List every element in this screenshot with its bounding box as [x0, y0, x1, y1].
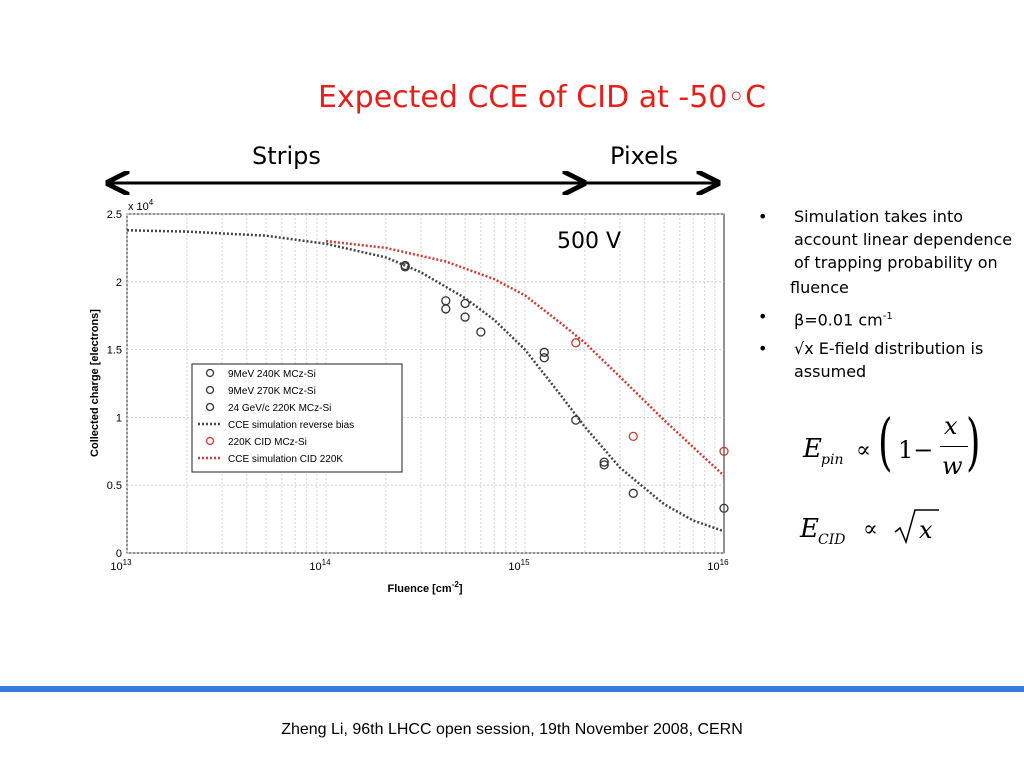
data-point [628, 488, 638, 498]
data-point [599, 460, 609, 470]
legend-marker [205, 368, 215, 378]
data-point [719, 446, 729, 456]
y-tick-label: 1 [116, 412, 122, 424]
bullet-list: • Simulation takes into account linear de… [750, 205, 1020, 389]
pixels-label: Pixels [610, 142, 679, 170]
footer-divider [0, 686, 1024, 692]
bullet-efield: • √x E-field distribution is assumed [758, 339, 984, 382]
legend-entry: 220K CID MCz-Si [228, 437, 307, 448]
series-curve [325, 239, 725, 477]
legend-entry: CCE simulation reverse bias [228, 420, 354, 431]
data-points [400, 260, 729, 513]
legend-marker [205, 385, 215, 395]
bullet-beta: • β=0.01 cm-1 [758, 307, 893, 330]
data-point [571, 415, 581, 425]
data-point [599, 457, 609, 467]
y-axis-label: Collected charge [electrons] [89, 309, 101, 457]
data-point [539, 347, 549, 357]
legend-marker [205, 402, 215, 412]
data-point [476, 327, 486, 337]
legend-box [191, 363, 403, 473]
data-point [628, 431, 638, 442]
y-tick-label: 2 [116, 277, 122, 289]
x-tick-label: 1016 [707, 558, 729, 573]
y-tick-label: 1.5 [107, 345, 122, 357]
legend-entry: 9MeV 270K MCz-Si [228, 386, 316, 397]
tick-labels: 0 0.5 1 1.5 2 2.5 1013 1014 1015 1016 [107, 209, 729, 573]
x-axis-label: Fluence [cm-2] [388, 580, 463, 595]
bullet-simulation: • Simulation takes into account linear de… [758, 207, 1013, 272]
data-point [441, 296, 451, 306]
x-tick-label: 1013 [110, 558, 132, 573]
slide-title: Expected CCE of CID at -50◦C [317, 80, 767, 115]
data-point [719, 503, 729, 513]
sqrt-symbol [894, 509, 939, 545]
legend-entry: 9MeV 240K MCz-Si [228, 369, 316, 380]
curves [126, 229, 725, 533]
x-tick-label: 1015 [508, 558, 530, 573]
bullet-simulation-cont: fluence [790, 278, 849, 297]
footer-citation: Zheng Li, 96th LHCC open session, 19th N… [281, 721, 743, 738]
plot-area: 0 0.5 1 1.5 2 2.5 1013 1014 1015 1016 [107, 209, 729, 573]
x-tick-label: 1014 [309, 558, 331, 573]
data-point [400, 260, 410, 271]
annotation-500v: 500 V [557, 229, 621, 254]
legend-marker [205, 436, 215, 446]
strips-label: Strips [252, 142, 321, 170]
data-point [571, 338, 581, 348]
y-multiplier: x 104 [128, 198, 154, 213]
legend-entry: CCE simulation CID 220K [228, 454, 343, 465]
y-tick-label: 0 [116, 548, 122, 560]
legend: 9MeV 240K MCz-Si 9MeV 270K MCz-Si 24 GeV/c… [191, 363, 403, 473]
data-point [539, 353, 549, 363]
data-point [460, 312, 470, 322]
y-tick-label: 0.5 [107, 480, 122, 492]
legend-entry: 24 GeV/c 220K MCz-Si [228, 403, 331, 414]
data-point [460, 298, 470, 309]
y-tick-label: 2.5 [107, 209, 122, 221]
